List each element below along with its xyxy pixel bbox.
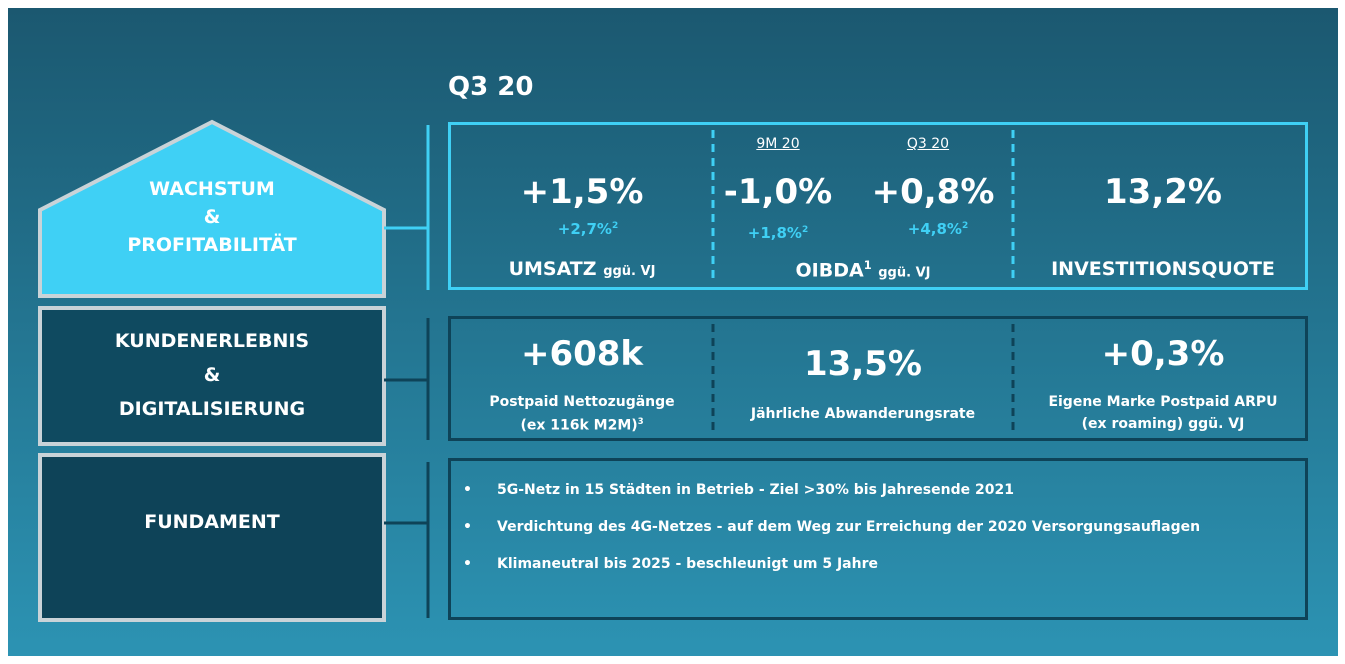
pillar-box	[38, 453, 386, 622]
metric-label: INVESTITIONSQUOTE	[1051, 258, 1275, 280]
title: Q3 20	[448, 72, 534, 102]
pillar-line: WACHSTUM	[149, 178, 275, 200]
pillar-line: KUNDENERLEBNIS	[114, 330, 310, 352]
period: 9M 20	[756, 136, 800, 152]
period: Q3 20	[906, 136, 950, 152]
sub-text: +2,7%	[557, 220, 612, 238]
footnote: 2	[801, 225, 809, 235]
pillar-line: FUNDAMENT	[144, 511, 280, 533]
pillar-line: &	[203, 206, 221, 228]
pillar-label: FUNDAMENT	[40, 511, 384, 541]
bullet-text: Verdichtung des 4G-Netzes - auf dem Weg …	[497, 519, 1201, 535]
sub-text: +1,8%	[747, 224, 802, 242]
pillar-line: &	[203, 364, 221, 386]
bullet-text: 5G-Netz in 15 Städten in Betrieb - Ziel …	[497, 482, 1014, 498]
metric-label: (ex roaming) ggü. VJ	[1081, 416, 1245, 432]
slide: Q3 20 WACHSTUM & PROFITABILITÄT KUNDENER…	[8, 8, 1338, 656]
metric-value: 13,5%	[804, 344, 922, 384]
metric-sub: +4,8%2	[888, 220, 988, 238]
metric-frame	[448, 316, 1308, 441]
metric-value: +1,5%	[520, 172, 644, 212]
metric-frame	[448, 122, 1308, 290]
footnote: 2	[611, 221, 619, 231]
footnote: 3	[637, 416, 644, 426]
label-suffix: ggü. VJ	[603, 264, 656, 279]
bullet-frame	[448, 458, 1308, 620]
pillar-box	[38, 306, 386, 446]
label-suffix: ggü. VJ	[878, 265, 931, 281]
metric-label: Eigene Marke Postpaid ARPU	[1048, 394, 1278, 410]
bullet: • Klimaneutral bis 2025 - beschleunigt um…	[463, 556, 878, 572]
pillar-line: PROFITABILITÄT	[127, 234, 297, 256]
metric-label: UMSATZ ggü. VJ	[450, 258, 714, 280]
metric-value: +0,8%	[871, 172, 995, 212]
metric-sub: +2,7%2	[498, 220, 678, 238]
metric-label: OIBDA1 ggü. VJ	[713, 258, 1013, 281]
footnote: 2	[961, 221, 969, 231]
label-text: UMSATZ	[508, 258, 597, 280]
label-text: (ex 116k M2M)	[520, 417, 638, 434]
metric-value: 13,2%	[1104, 172, 1222, 212]
label-text: OIBDA	[795, 259, 864, 282]
roof-pillar	[38, 119, 386, 298]
bullet: • 5G-Netz in 15 Städten in Betrieb - Ziel…	[463, 482, 1014, 498]
metric-label: (ex 116k M2M)3	[450, 416, 714, 434]
bullet-text: Klimaneutral bis 2025 - beschleunigt um …	[497, 556, 878, 572]
pillar-label: WACHSTUM & PROFITABILITÄT	[40, 178, 384, 278]
pillar-label: KUNDENERLEBNIS & DIGITALISIERUNG	[40, 330, 384, 430]
metric-sub: +1,8%2	[728, 224, 828, 242]
metric-value: -1,0%	[723, 172, 833, 212]
metric-label: Postpaid Nettozugänge	[489, 394, 675, 410]
footnote: 1	[863, 258, 872, 272]
sub-text: +4,8%	[907, 220, 962, 238]
metric-value: +0,3%	[1101, 334, 1225, 374]
bullet: • Verdichtung des 4G-Netzes - auf dem Weg…	[463, 519, 1201, 535]
metric-value: +608k	[520, 334, 644, 374]
metric-label: Jährliche Abwanderungsrate	[750, 406, 976, 422]
bullet-list: • 5G-Netz in 15 Städten in Betrieb - Ziel…	[463, 482, 1303, 593]
shapes	[38, 119, 1308, 622]
pillar-line: DIGITALISIERUNG	[118, 398, 306, 420]
